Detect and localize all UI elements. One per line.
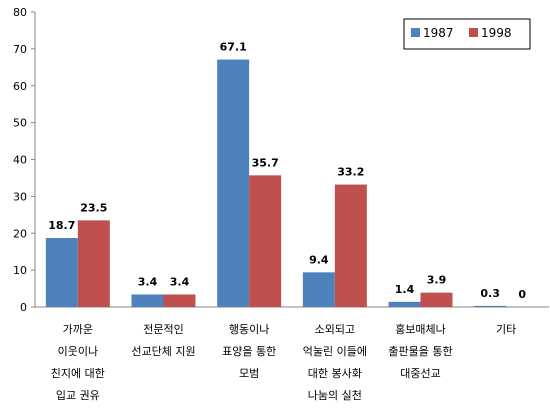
data-labels: 18.7 23.5 3.4 3.4 67.1 35.7 9.4 33.2 1.4 3.9 0.3 0: [48, 41, 526, 301]
bar-1987-1: [131, 294, 164, 307]
bar-1987-3: [302, 272, 335, 307]
legend-swatch-1998: [469, 28, 478, 37]
y-tick-label: 60: [13, 80, 27, 93]
data-label-1998-1: 3.4: [170, 275, 190, 288]
data-label-1998-5: 0: [518, 288, 526, 301]
axes: [34, 12, 549, 308]
bar-1987-4: [388, 301, 421, 307]
data-label-1998-4: 3.9: [427, 274, 447, 287]
bars: [45, 59, 507, 307]
data-label-1998-3: 33.2: [337, 166, 364, 179]
y-tick-label: 70: [13, 43, 27, 56]
y-axis-ticks: 0 10 20 30 40 50 60 70 80: [13, 6, 35, 314]
y-tick-label: 0: [20, 301, 27, 314]
data-label-1987-4: 1.4: [395, 283, 415, 296]
category-labels: 가까운 이웃이나 친지에 대한 입교 권유 전문적인 선교단체 지원 행동이나 표양을 통한 모…: [51, 322, 517, 402]
bar-1998-0: [77, 220, 110, 307]
y-tick-label: 30: [13, 190, 27, 203]
bar-1987-5: [474, 305, 507, 307]
bar-1998-2: [249, 175, 282, 307]
bar-1987-0: [45, 238, 78, 307]
legend-label-1987: 1987: [423, 26, 454, 40]
legend-box: [403, 18, 531, 50]
data-label-1998-0: 23.5: [80, 201, 107, 214]
category-label-4: 홍보매체나 출판물을 통한 대중선교: [388, 322, 452, 380]
bar-1998-1: [163, 294, 196, 307]
category-label-5: 기타: [496, 323, 516, 336]
category-label-3: 소외되고 억눌린 이들에 대한 봉사화 나눔의 실천: [303, 323, 367, 402]
bar-1998-3: [334, 184, 367, 307]
category-label-2: 행동이나 표양을 통한 모범: [222, 323, 276, 380]
bar-1998-4: [420, 292, 453, 307]
bar-1987-2: [217, 59, 250, 307]
category-label-0: 가까운 이웃이나 친지에 대한 입교 권유: [51, 323, 105, 402]
y-tick-label: 10: [13, 264, 27, 277]
data-label-1987-5: 0.3: [480, 287, 500, 300]
data-label-1998-2: 35.7: [252, 156, 279, 169]
legend-swatch-1987: [411, 28, 420, 37]
data-label-1987-2: 67.1: [220, 41, 247, 54]
legend: 1987 1998: [403, 18, 531, 50]
y-tick-label: 80: [13, 6, 27, 19]
y-tick-label: 20: [13, 227, 27, 240]
category-label-1: 전문적인 선교단체 지원: [131, 323, 195, 358]
data-label-1987-3: 9.4: [309, 253, 329, 266]
y-tick-label: 50: [13, 117, 27, 130]
legend-label-1998: 1998: [481, 26, 512, 40]
data-label-1987-1: 3.4: [138, 275, 158, 288]
y-tick-label: 40: [13, 154, 27, 167]
data-label-1987-0: 18.7: [48, 219, 75, 232]
